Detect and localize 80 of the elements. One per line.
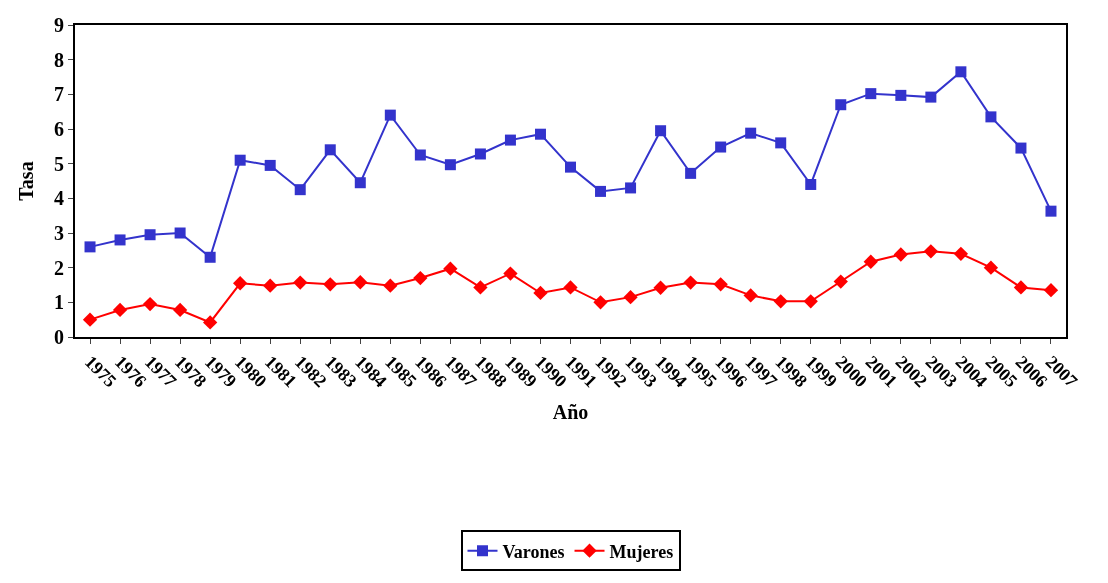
- point: [893, 247, 908, 262]
- point: [563, 280, 578, 295]
- point: [745, 127, 757, 139]
- point: [112, 302, 128, 318]
- point: [1013, 280, 1029, 295]
- point: [443, 261, 458, 276]
- point: [533, 285, 548, 301]
- point: [1043, 283, 1059, 298]
- point: [174, 227, 186, 239]
- point: [655, 125, 667, 137]
- point: [925, 91, 937, 103]
- y-tick-label: 1: [54, 291, 64, 314]
- point: [323, 277, 338, 292]
- y-tick-label: 9: [54, 14, 64, 36]
- point: [84, 241, 96, 253]
- point: [983, 260, 999, 275]
- point: [1015, 142, 1027, 154]
- point: [923, 244, 939, 259]
- point: [473, 280, 488, 295]
- legend-label: Mujeres: [609, 541, 674, 562]
- point: [685, 167, 697, 179]
- point: [172, 302, 188, 318]
- y-tick-label: 7: [54, 83, 64, 106]
- point: [234, 154, 246, 166]
- point: [565, 161, 576, 173]
- point: [623, 289, 638, 305]
- point: [354, 177, 366, 189]
- y-tick-label: 3: [54, 222, 64, 244]
- point: [955, 66, 967, 78]
- point: [383, 278, 398, 293]
- point: [865, 88, 877, 100]
- point: [595, 185, 607, 197]
- point: [625, 182, 637, 194]
- y-tick-label: 8: [54, 48, 64, 71]
- point: [202, 315, 218, 330]
- point: [593, 295, 608, 310]
- point: [863, 254, 878, 269]
- point: [953, 246, 969, 261]
- legend-label: Varones: [502, 541, 565, 562]
- y-tick-label: 0: [54, 326, 64, 348]
- point: [144, 229, 156, 241]
- point: [653, 280, 668, 295]
- y-tick-label: 6: [54, 118, 64, 140]
- point: [264, 159, 276, 171]
- y-axis-title: Tasa: [15, 161, 37, 201]
- y-tick-label: 4: [54, 187, 64, 210]
- point: [713, 277, 728, 292]
- point: [263, 278, 278, 293]
- y-tick-label: 2: [54, 256, 64, 279]
- point: [803, 294, 818, 309]
- point: [534, 128, 546, 140]
- point: [114, 234, 126, 246]
- point: [895, 89, 907, 101]
- point: [324, 144, 336, 156]
- point: [743, 288, 758, 303]
- x-axis-title: Año: [552, 401, 589, 424]
- point: [293, 275, 308, 290]
- point: [384, 109, 396, 121]
- point: [444, 159, 456, 171]
- point: [504, 134, 516, 146]
- point: [294, 184, 306, 196]
- point: [353, 275, 368, 290]
- point: [835, 99, 847, 111]
- point: [833, 274, 848, 289]
- point: [233, 276, 248, 291]
- point: [715, 141, 727, 153]
- point: [773, 294, 788, 309]
- point: [474, 148, 486, 160]
- point: [805, 178, 817, 190]
- point: [1045, 205, 1057, 217]
- point: [413, 270, 428, 286]
- point: [985, 111, 997, 123]
- point: [204, 251, 216, 263]
- point: [775, 137, 787, 149]
- point: [82, 312, 98, 327]
- point: [503, 266, 518, 281]
- point: [142, 296, 158, 312]
- point: [414, 149, 426, 161]
- point: [683, 275, 698, 290]
- y-tick-label: 5: [54, 152, 64, 175]
